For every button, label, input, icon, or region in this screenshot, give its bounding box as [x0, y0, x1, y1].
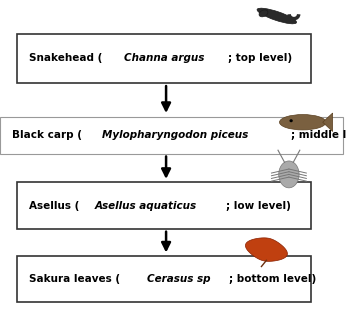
Bar — [17, 256, 311, 302]
Ellipse shape — [280, 115, 326, 130]
Text: Asellus (: Asellus ( — [29, 201, 80, 211]
Text: ; bottom level): ; bottom level) — [229, 274, 316, 284]
Text: Cerasus sp: Cerasus sp — [147, 274, 210, 284]
Circle shape — [290, 119, 293, 122]
Text: ; low level): ; low level) — [226, 201, 291, 211]
Text: ; middle level): ; middle level) — [291, 130, 346, 140]
Text: Asellus aquaticus: Asellus aquaticus — [94, 201, 197, 211]
Polygon shape — [323, 113, 333, 132]
Bar — [17, 182, 311, 229]
Ellipse shape — [259, 10, 268, 17]
Bar — [0, 117, 343, 154]
Text: Black carp (: Black carp ( — [12, 130, 82, 140]
Ellipse shape — [279, 161, 299, 188]
Polygon shape — [245, 238, 288, 261]
Text: Snakehead (: Snakehead ( — [29, 53, 103, 63]
Text: Sakura leaves (: Sakura leaves ( — [29, 274, 120, 284]
Text: Mylopharyngodon piceus: Mylopharyngodon piceus — [102, 130, 249, 140]
Ellipse shape — [257, 8, 297, 24]
Text: ; top level): ; top level) — [228, 53, 292, 63]
Bar — [17, 34, 311, 83]
Text: Channa argus: Channa argus — [124, 53, 204, 63]
